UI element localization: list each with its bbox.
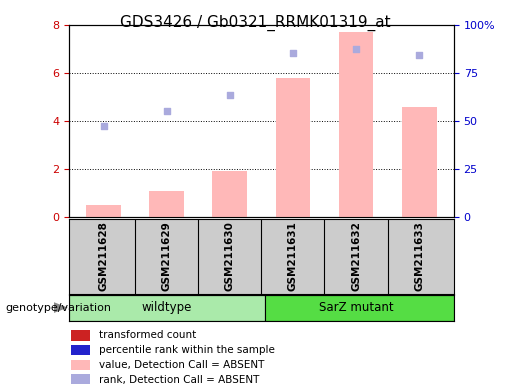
Text: GSM211631: GSM211631 <box>288 222 297 291</box>
Bar <box>149 190 184 217</box>
Bar <box>70 330 90 341</box>
Text: genotype/variation: genotype/variation <box>5 303 111 313</box>
Bar <box>69 295 264 321</box>
Polygon shape <box>53 302 68 313</box>
Text: GSM211629: GSM211629 <box>161 222 172 291</box>
Point <box>288 50 296 56</box>
Text: GSM211632: GSM211632 <box>350 222 360 291</box>
Bar <box>275 78 309 217</box>
Text: SarZ mutant: SarZ mutant <box>318 301 392 314</box>
Point <box>414 52 422 58</box>
Bar <box>338 32 373 217</box>
Text: GSM211628: GSM211628 <box>98 222 108 291</box>
Bar <box>86 205 121 217</box>
Text: GSM211630: GSM211630 <box>224 222 234 291</box>
Text: GSM211633: GSM211633 <box>413 222 423 291</box>
Point <box>351 46 359 52</box>
Bar <box>212 171 247 217</box>
Bar <box>70 345 90 356</box>
Point <box>99 123 107 129</box>
Text: value, Detection Call = ABSENT: value, Detection Call = ABSENT <box>99 360 264 370</box>
Point <box>162 108 171 114</box>
Point <box>225 91 234 98</box>
Bar <box>70 359 90 370</box>
Text: transformed count: transformed count <box>99 330 195 340</box>
Text: percentile rank within the sample: percentile rank within the sample <box>99 345 274 355</box>
Text: wildtype: wildtype <box>141 301 191 314</box>
Bar <box>70 374 90 384</box>
Bar <box>264 295 453 321</box>
Text: rank, Detection Call = ABSENT: rank, Detection Call = ABSENT <box>99 375 259 384</box>
Bar <box>401 107 436 217</box>
Text: GDS3426 / Gb0321_RRMK01319_at: GDS3426 / Gb0321_RRMK01319_at <box>120 15 389 31</box>
